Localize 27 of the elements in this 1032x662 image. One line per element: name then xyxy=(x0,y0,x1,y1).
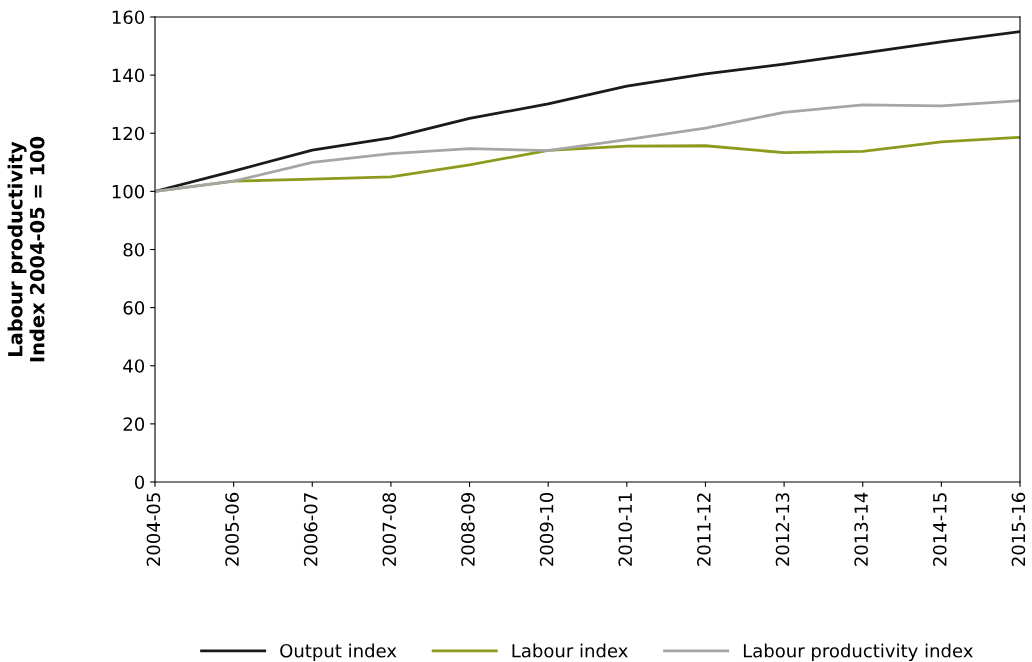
y-tick-label: 160 xyxy=(112,10,145,25)
x-tick-label: 2015-16 xyxy=(1011,492,1026,566)
x-tick-label: 2013-14 xyxy=(854,492,868,566)
legend-label: Labour productivity index xyxy=(743,643,973,662)
y-axis-title: Labour productivity Index 2004-05 = 100 xyxy=(7,136,45,362)
x-tick-label: 2004-05 xyxy=(146,493,161,566)
x-tick-label: 2011-12 xyxy=(697,493,711,566)
y-tick-label: 140 xyxy=(112,68,145,83)
line-series xyxy=(155,99,1020,193)
x-tick-label: 2008-09 xyxy=(461,492,475,566)
x-tick-label: 2005-06 xyxy=(225,492,239,566)
x-tick-label: 2014-15 xyxy=(932,493,947,566)
y-tick-label: 20 xyxy=(123,417,145,431)
legend-label: Labour index xyxy=(512,643,628,658)
y-tick-label: 0 xyxy=(134,475,145,490)
y-tick-label: 40 xyxy=(123,359,145,373)
y-tick-label: 120 xyxy=(112,126,145,141)
y-tick-label: 80 xyxy=(123,242,145,257)
line-series xyxy=(155,30,1020,193)
x-tick-label: 2009-10 xyxy=(539,492,554,566)
y-tick-label: 60 xyxy=(123,301,145,315)
y-tick-label: 100 xyxy=(112,184,145,199)
x-tick-label: 2012-13 xyxy=(775,493,790,566)
x-tick-label: 2010-11 xyxy=(618,493,633,566)
x-tick-label: 2007-08 xyxy=(382,492,397,566)
x-tick-label: 2006-07 xyxy=(303,493,318,566)
legend-label: Output index xyxy=(280,643,397,662)
